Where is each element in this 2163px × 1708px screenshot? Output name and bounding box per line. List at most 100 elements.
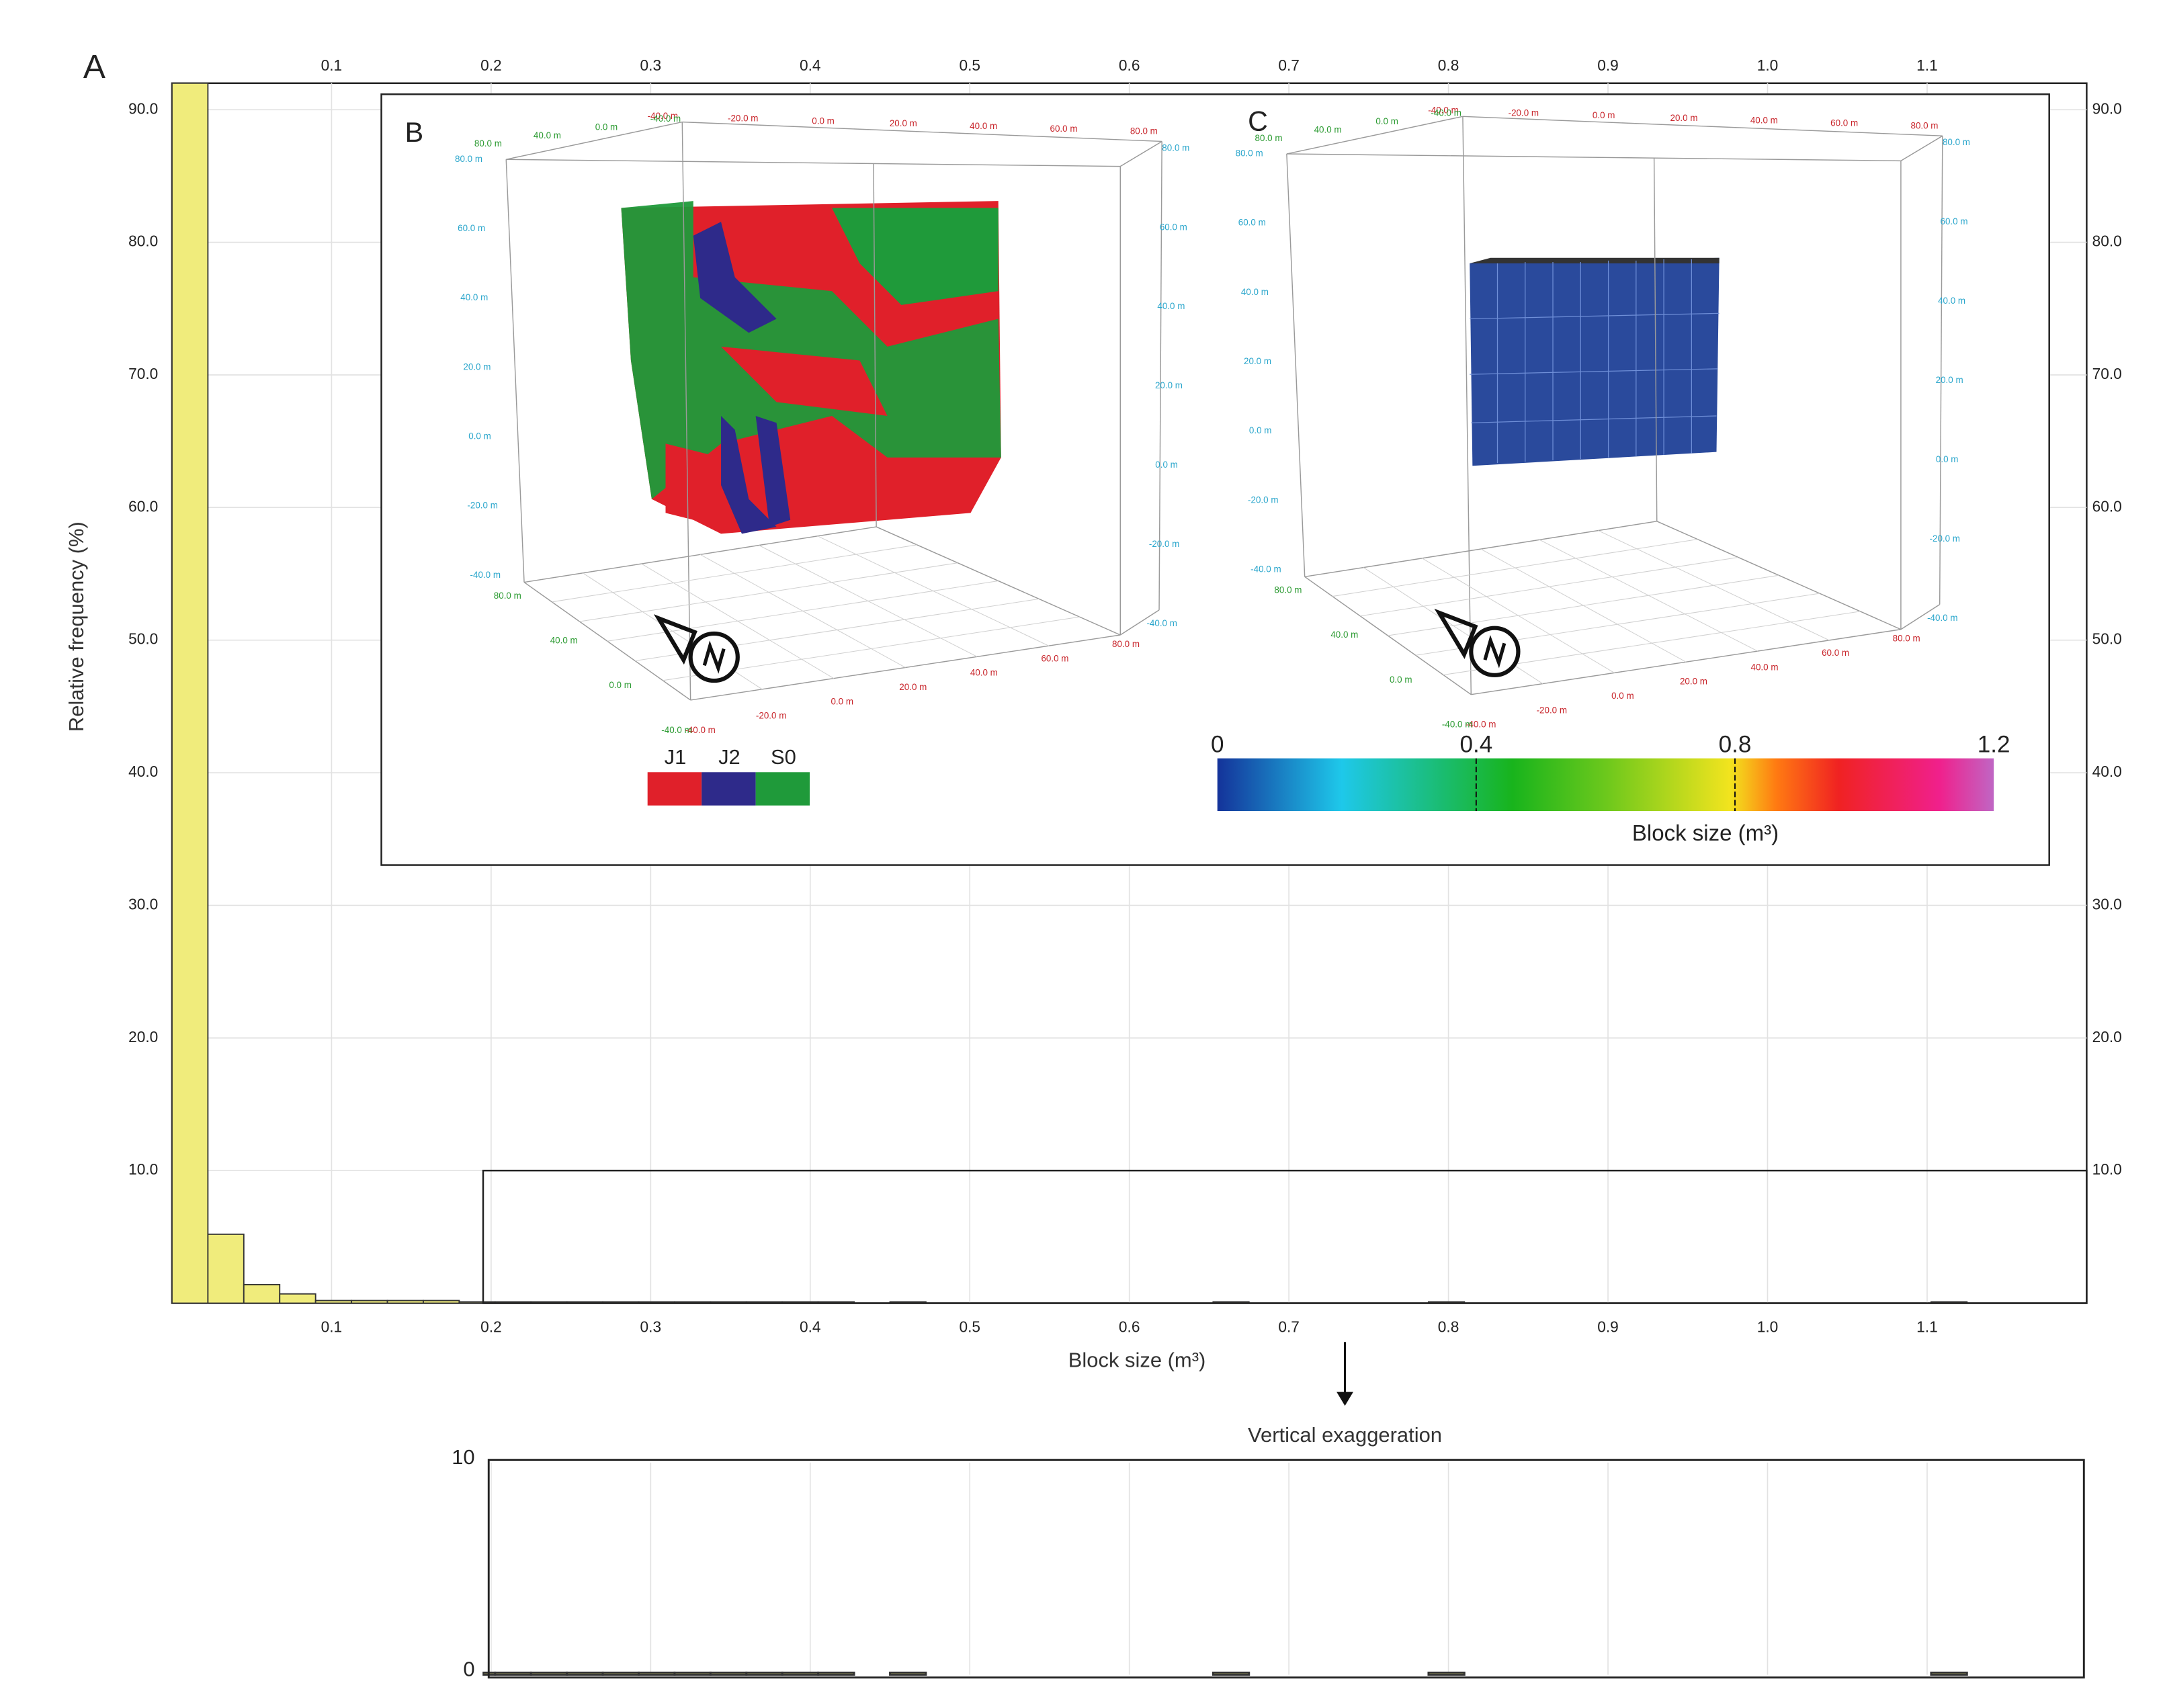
x-tick-label-top: 0.2 xyxy=(480,56,502,74)
x-tick-label-top: 0.6 xyxy=(1119,56,1140,74)
legend-swatch xyxy=(702,772,756,806)
axis-3d-label: 20.0 m xyxy=(1670,113,1698,123)
axis-3d-label: 20.0 m xyxy=(890,118,917,128)
box-edge xyxy=(1286,116,1464,155)
y-tick-label-right: 50.0 xyxy=(2092,630,2122,648)
x-tick-label: 0.5 xyxy=(959,1318,980,1336)
axis-3d-label: -40.0 m xyxy=(1146,618,1177,628)
colorbar xyxy=(1217,758,1994,812)
box-edge xyxy=(1462,116,1943,136)
axis-3d-label: 20.0 m xyxy=(1244,356,1271,366)
y-tick-label-right: 70.0 xyxy=(2092,365,2122,382)
block-model-b xyxy=(621,201,1001,534)
zoom-box xyxy=(482,1169,2088,1304)
axis-3d-label: 0.0 m xyxy=(1611,691,1634,701)
y-tick-label: 90.0 xyxy=(128,99,158,117)
axis-3d-label: 0.0 m xyxy=(595,122,618,132)
axis-3d-label: -40.0 m xyxy=(1927,613,1957,623)
north-arrow xyxy=(653,614,697,665)
axis-3d-label: 20.0 m xyxy=(899,682,927,692)
bar xyxy=(638,1671,676,1676)
x-tick-label: 0.9 xyxy=(1597,1318,1619,1336)
box-edge xyxy=(1900,603,1941,630)
bar xyxy=(566,1671,604,1676)
axis-3d-label: -20.0 m xyxy=(1149,539,1179,549)
axis-3d-label: 60.0 m xyxy=(1050,124,1078,134)
box-edge xyxy=(1286,153,1901,162)
axis-3d-label: 40.0 m xyxy=(970,668,998,678)
x-tick-label: 0.8 xyxy=(1438,1318,1459,1336)
bar xyxy=(673,1671,712,1676)
axis-3d-label: -20.0 m xyxy=(756,711,786,721)
y-tick-label-right: 80.0 xyxy=(2092,232,2122,250)
axis-3d-label: 40.0 m xyxy=(1157,301,1185,311)
colorbar-tick-label: 0.8 xyxy=(1719,731,1752,757)
x-tick-label-top: 0.8 xyxy=(1438,56,1459,74)
axis-3d-label: 40.0 m xyxy=(1241,287,1269,297)
bar xyxy=(423,1299,460,1304)
box-edge xyxy=(505,159,525,583)
axis-3d-label: -40.0 m xyxy=(1250,564,1281,574)
axis-3d-label: 60.0 m xyxy=(1160,222,1187,232)
axis-3d-label: 40.0 m xyxy=(1750,116,1778,126)
y-tick-label: 50.0 xyxy=(128,630,158,648)
x-tick-label: 0.7 xyxy=(1278,1318,1300,1336)
axis-3d-label: 0.0 m xyxy=(468,431,491,441)
axis-3d-label: -40.0 m xyxy=(1442,720,1472,730)
x-tick-label: 0.3 xyxy=(640,1318,662,1336)
y-tick-label-right: 20.0 xyxy=(2092,1028,2122,1045)
box-edge xyxy=(506,159,1121,167)
panel-label: A xyxy=(83,48,105,85)
axis-3d-label: -40.0 m xyxy=(1428,105,1458,116)
bars xyxy=(171,82,2088,1304)
box-edge xyxy=(1119,140,1162,167)
axis-3d-label: 20.0 m xyxy=(1680,677,1707,687)
bar xyxy=(207,1233,245,1304)
colorbar-tick-label: 0.4 xyxy=(1459,731,1492,757)
axis-3d-label: -40.0 m xyxy=(661,725,691,735)
axis-3d-label: 40.0 m xyxy=(1314,124,1342,134)
x-tick-label-top: 0.9 xyxy=(1597,56,1619,74)
axis-3d-label: -20.0 m xyxy=(1509,108,1539,118)
x-tick-label: 0.1 xyxy=(321,1318,343,1336)
x-tick-label-top: 0.5 xyxy=(959,56,980,74)
bar xyxy=(601,1671,640,1676)
axis-3d-label: 60.0 m xyxy=(1041,653,1068,663)
axis-3d-label: 40.0 m xyxy=(1751,662,1779,672)
y-tick-label: 40.0 xyxy=(128,763,158,780)
axis-3d-label: -20.0 m xyxy=(467,501,497,511)
y-tick-label: 0 xyxy=(463,1657,474,1680)
x-tick-label: 1.1 xyxy=(1916,1318,1938,1336)
axis-3d-label: 0.0 m xyxy=(609,680,632,690)
axis-3d-label: 40.0 m xyxy=(460,292,488,302)
y-tick-label-right: 10.0 xyxy=(2092,1160,2122,1178)
axis-3d-label: 60.0 m xyxy=(1941,216,1968,226)
x-tick-label: 1.0 xyxy=(1757,1318,1779,1336)
bar xyxy=(781,1671,820,1676)
x-tick-label: 0.2 xyxy=(480,1318,502,1336)
axis-3d-label: -40.0 m xyxy=(1466,720,1496,730)
axis-3d-label: 80.0 m xyxy=(1236,148,1263,159)
axis-3d-label: -40.0 m xyxy=(650,114,681,124)
north-arrow xyxy=(1434,608,1478,659)
y-tick-label-right: 40.0 xyxy=(2092,763,2122,780)
box-edge xyxy=(1286,153,1306,577)
axis-3d-label: 20.0 m xyxy=(1936,375,1963,385)
y-tick-label-right: 60.0 xyxy=(2092,497,2122,515)
box-edge xyxy=(1939,136,1943,605)
box-edge xyxy=(1900,135,1943,161)
axis-3d-label: 40.0 m xyxy=(550,635,578,645)
axis-3d-label: 0.0 m xyxy=(812,116,835,126)
axis-3d-label: 60.0 m xyxy=(1830,118,1858,128)
y-tick-label-right: 90.0 xyxy=(2092,99,2122,117)
y-tick-label: 30.0 xyxy=(128,895,158,912)
north-n xyxy=(1483,635,1507,669)
zoom-chart: 0 10 xyxy=(452,1445,2085,1680)
y-tick-label: 10.0 xyxy=(128,1160,158,1178)
bar xyxy=(889,1671,927,1676)
panel-label: B xyxy=(405,117,424,148)
panel-label: C xyxy=(1248,106,1268,137)
x-tick-label-top: 1.0 xyxy=(1757,56,1779,74)
